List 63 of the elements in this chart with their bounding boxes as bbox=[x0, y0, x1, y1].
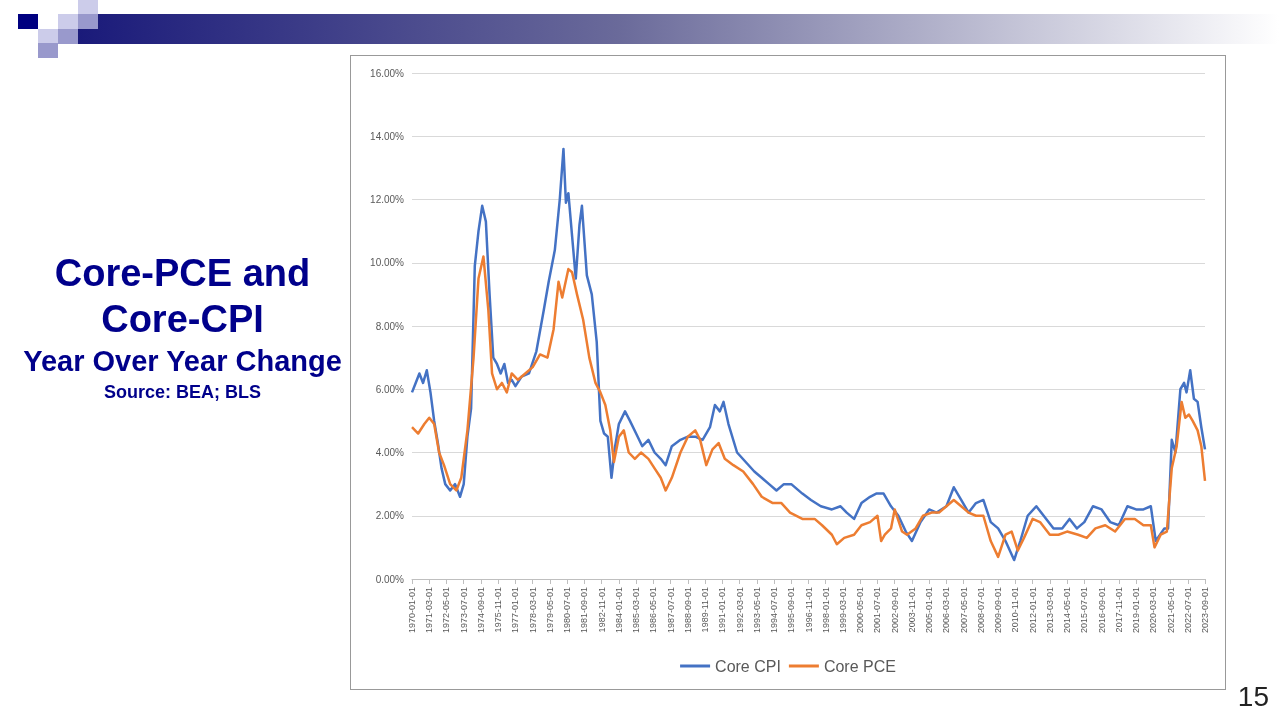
legend-label: Core CPI bbox=[715, 657, 781, 675]
x-tick-label: 2015-07-01 bbox=[1079, 587, 1090, 634]
x-tick-label: 2002-09-01 bbox=[889, 587, 900, 634]
x-tick-label: 1978-03-01 bbox=[527, 587, 538, 634]
x-tick-label: 2023-09-01 bbox=[1200, 587, 1210, 634]
x-tick-label: 1998-01-01 bbox=[820, 587, 831, 634]
x-tick-label: 1993-05-01 bbox=[751, 587, 762, 634]
x-tick-label: 2019-01-01 bbox=[1131, 587, 1142, 634]
x-tick-label: 1996-11-01 bbox=[803, 587, 814, 633]
x-tick-label: 2010-11-01 bbox=[1010, 587, 1021, 633]
text: 15 bbox=[1237, 681, 1269, 713]
source-note: Source: BEA; BLS bbox=[103, 382, 262, 403]
y-tick-label: 8.00% bbox=[375, 320, 405, 332]
x-tick-label: 1987-07-01 bbox=[665, 587, 676, 634]
x-tick-label: 1974-09-01 bbox=[475, 587, 486, 634]
x-tick-label: 2022-07-01 bbox=[1182, 587, 1193, 634]
x-tick-label: 2020-03-01 bbox=[1148, 587, 1159, 634]
y-tick-label: 10.00% bbox=[370, 257, 405, 269]
x-tick-label: 1979-05-01 bbox=[544, 587, 555, 634]
x-tick-label: 1994-07-01 bbox=[769, 587, 780, 634]
text: Core-PCE and Core-CPI bbox=[53, 251, 312, 342]
x-tick-label: 1980-07-01 bbox=[562, 587, 573, 634]
x-tick-label: 2013-03-01 bbox=[1044, 587, 1055, 634]
y-tick-label: 0.00% bbox=[375, 573, 405, 585]
y-tick-label: 12.00% bbox=[370, 194, 405, 205]
x-tick-label: 1999-03-01 bbox=[837, 587, 848, 634]
x-tick-label: 2000-05-01 bbox=[855, 587, 866, 634]
x-tick-label: 2003-11-01 bbox=[906, 587, 917, 633]
x-tick-label: 1989-11-01 bbox=[700, 587, 711, 633]
y-tick-label: 2.00% bbox=[375, 510, 405, 522]
x-tick-label: 1992-03-01 bbox=[734, 587, 745, 634]
x-tick-label: 2021-05-01 bbox=[1165, 587, 1176, 634]
x-tick-label: 2017-11-01 bbox=[1113, 587, 1124, 633]
x-tick-label: 1982-11-01 bbox=[596, 587, 607, 633]
line-series bbox=[410, 255, 1207, 559]
x-tick-label: 2012-01-01 bbox=[1027, 587, 1038, 634]
legend-label: Core PCE bbox=[823, 657, 896, 675]
x-tick-label: 1971-03-01 bbox=[424, 587, 435, 634]
x-tick-label: 2016-09-01 bbox=[1096, 587, 1107, 634]
x-tick-label: 2007-05-01 bbox=[958, 587, 969, 634]
x-tick-label: 2001-07-01 bbox=[872, 587, 883, 634]
y-tick-label: 4.00% bbox=[375, 447, 405, 458]
x-tick-label: 1970-01-01 bbox=[407, 587, 417, 634]
text: Year Over Year Change bbox=[22, 344, 343, 379]
x-tick-label: 2014-05-01 bbox=[1062, 587, 1073, 634]
x-tick-label: 1972-05-01 bbox=[441, 587, 452, 634]
x-tick-label: 1984-01-01 bbox=[613, 587, 624, 634]
y-tick-label: 14.00% bbox=[370, 130, 405, 142]
x-tick-label: 1975-11-01 bbox=[493, 587, 504, 633]
x-tick-label: 1973-07-01 bbox=[458, 587, 469, 634]
x-tick-label: 1986-05-01 bbox=[648, 587, 659, 634]
y-tick-label: 6.00% bbox=[375, 383, 405, 395]
x-tick-label: 1977-01-01 bbox=[510, 587, 521, 634]
x-tick-label: 1988-09-01 bbox=[682, 587, 693, 634]
x-tick-label: 1985-03-01 bbox=[631, 587, 642, 634]
x-tick-label: 1991-01-01 bbox=[717, 587, 728, 634]
x-tick-label: 1995-09-01 bbox=[786, 587, 797, 634]
x-tick-label: 2008-07-01 bbox=[975, 587, 986, 634]
x-tick-label: 2006-03-01 bbox=[941, 587, 952, 634]
x-tick-label: 2005-01-01 bbox=[924, 587, 935, 634]
y-tick-label: 16.00% bbox=[370, 67, 405, 79]
x-tick-label: 2009-09-01 bbox=[993, 587, 1004, 634]
x-tick-label: 1981-09-01 bbox=[579, 587, 590, 634]
